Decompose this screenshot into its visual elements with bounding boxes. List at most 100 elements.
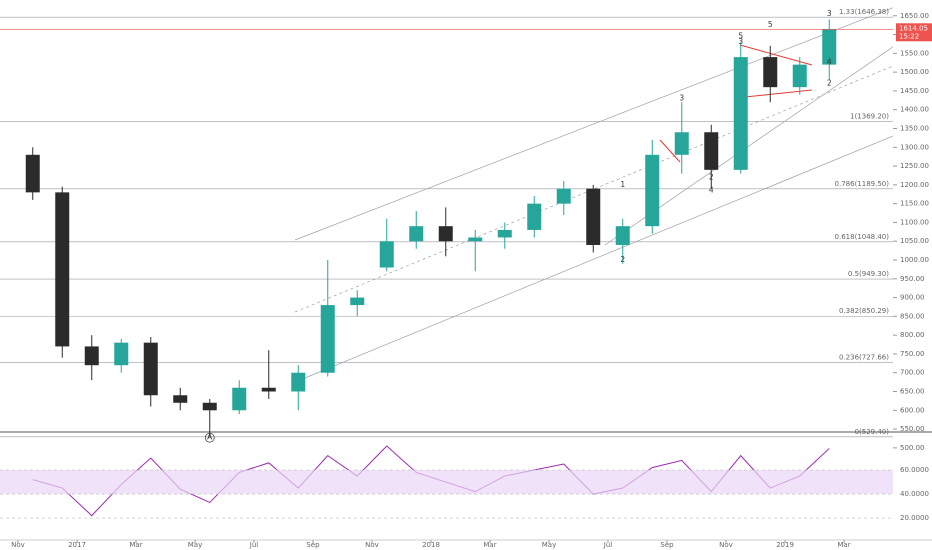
candle-body — [291, 372, 306, 392]
triangle-line — [659, 139, 681, 163]
x-tick-label: Nov — [365, 541, 379, 549]
candle-body — [645, 154, 660, 227]
x-tick-label: Jul — [249, 541, 259, 549]
y-tick-label: 20.0000 — [900, 514, 929, 522]
x-tick-label: Mar — [129, 541, 142, 549]
candle-body — [55, 192, 70, 347]
x-tick-label: Sep — [306, 541, 320, 549]
candle-body — [232, 387, 247, 411]
candle-body — [409, 226, 424, 242]
candle-body — [586, 188, 601, 245]
wave-label: 2 — [827, 78, 832, 87]
wave-label: 4 — [709, 185, 714, 194]
countdown: 15:22 — [899, 32, 919, 40]
y-tick-label: 1400.00 — [900, 106, 929, 114]
wave-label: 3 — [827, 9, 832, 18]
candle-body — [143, 342, 158, 396]
y-tick-label: 950.00 — [900, 275, 925, 283]
candle-body — [202, 402, 217, 411]
y-tick-label: 700.00 — [900, 369, 925, 377]
y-tick-label: 1450.00 — [900, 87, 929, 95]
y-tick-label: 60.0000 — [900, 466, 929, 474]
y-tick-label: 600.00 — [900, 406, 925, 414]
channel-line — [294, 7, 893, 241]
y-tick-label: 1650.00 — [900, 12, 929, 20]
y-tick-label: 550.00 — [900, 425, 925, 433]
fib-label: 0.618(1048.40) — [835, 233, 890, 241]
y-tick-label: 1350.00 — [900, 124, 929, 132]
wave-label: 2 — [709, 172, 714, 181]
wave-label: 3 — [738, 37, 743, 46]
plot-area — [0, 16, 893, 517]
candle-body — [114, 342, 129, 366]
candle-body — [438, 226, 453, 242]
fib-label: 0.786(1189.50) — [835, 180, 890, 188]
x-tick-label: 2017 — [68, 541, 86, 549]
y-tick-label: 500.00 — [900, 444, 925, 452]
candle-body — [173, 395, 188, 403]
candle-body — [704, 132, 719, 170]
fib-label: 0(529.40) — [855, 428, 890, 436]
x-tick-label: Mar — [483, 541, 496, 549]
candle-body — [261, 387, 276, 392]
fib-label: 1(1369.20) — [850, 112, 889, 120]
candle-body — [763, 57, 778, 88]
y-tick-label: 1500.00 — [900, 68, 929, 76]
x-tick-label: 2018 — [422, 541, 440, 549]
candle-body — [674, 132, 689, 155]
fib-label: 1.33(1646.38) — [839, 8, 889, 16]
x-tick-label: Jul — [603, 541, 613, 549]
y-tick-label: 750.00 — [900, 350, 925, 358]
trendlines — [294, 7, 893, 381]
annotation-circle — [204, 432, 215, 443]
y-tick-label: 1150.00 — [900, 200, 929, 208]
y-tick-label: 1050.00 — [900, 237, 929, 245]
channel-mid — [294, 65, 893, 313]
last-price-tag — [896, 23, 932, 42]
candle-body — [84, 346, 99, 366]
x-tick-label: May — [542, 541, 556, 549]
x-tick-label: Sep — [660, 541, 674, 549]
y-tick-label: 1250.00 — [900, 162, 929, 170]
y-tick-label: 1200.00 — [900, 181, 929, 189]
channel-line — [604, 46, 893, 246]
y-tick-label: 850.00 — [900, 312, 925, 320]
y-tick-label: 1300.00 — [900, 143, 929, 151]
y-tick-label: 900.00 — [900, 294, 925, 302]
fib-label: 0.5(949.30) — [848, 270, 889, 278]
channel-line — [299, 135, 893, 381]
candle-body — [497, 229, 512, 238]
triangle-line — [744, 89, 813, 98]
candle-body — [615, 226, 630, 245]
candle-body — [733, 57, 748, 170]
candle-body — [527, 203, 542, 230]
y-tick-label: 1000.00 — [900, 256, 929, 264]
candle-body — [468, 237, 483, 242]
y-tick-label: 650.00 — [900, 388, 925, 396]
wave-label: 5 — [768, 20, 773, 29]
x-tick-label: 2019 — [776, 541, 794, 549]
candle-body — [25, 154, 40, 193]
y-tick-label: 1100.00 — [900, 218, 929, 226]
fib-label: 0.236(727.66) — [839, 353, 889, 361]
y-tick-label: 800.00 — [900, 331, 925, 339]
last-price-label: 1614.05 — [899, 24, 928, 32]
fib-label: 0.382(850.29) — [839, 307, 889, 315]
wave-label: A — [207, 433, 213, 442]
y-tick-label: 40.0000 — [900, 490, 929, 498]
candle-body — [320, 305, 335, 373]
candle-body — [822, 29, 837, 65]
wave-label: 5 — [738, 31, 743, 40]
y-tick-label: 1550.00 — [900, 49, 929, 57]
candle-body — [792, 64, 807, 88]
x-tick-label: May — [188, 541, 202, 549]
candle-body — [556, 188, 571, 204]
wave-label: 3 — [679, 93, 684, 102]
x-tick-label: Mar — [837, 541, 850, 549]
x-tick-label: Nov — [719, 541, 733, 549]
candle-body — [379, 241, 394, 268]
x-tick-label: Nov — [11, 541, 25, 549]
wave-label: 2 — [620, 255, 625, 264]
candle-body — [350, 297, 365, 306]
